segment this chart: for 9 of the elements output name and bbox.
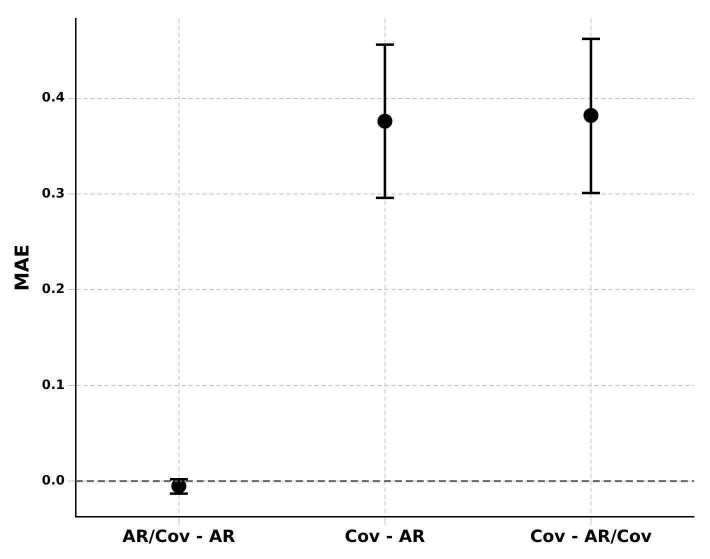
- y-tick-label: 0.1: [42, 378, 65, 393]
- y-tick-label: 0.4: [42, 90, 65, 106]
- x-tick-label: Cov - AR/Cov: [530, 527, 652, 548]
- y-axis-title: MAE: [11, 244, 34, 291]
- y-tick-label: 0.0: [42, 474, 65, 489]
- y-tick-label: 0.2: [42, 282, 65, 298]
- x-tick-label: AR/Cov - AR: [122, 527, 236, 548]
- y-tick-label: 0.3: [42, 186, 65, 202]
- x-tick-label: Cov - AR: [344, 527, 426, 548]
